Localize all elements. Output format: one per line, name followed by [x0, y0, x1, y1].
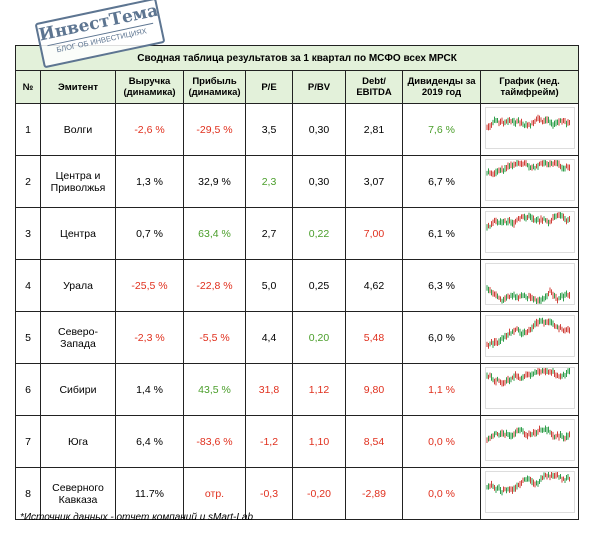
table-cell: 3,5	[245, 103, 293, 156]
table-cell: 0,20	[292, 311, 346, 364]
column-header: №	[15, 70, 41, 104]
price-chart-thumbnail	[484, 159, 575, 201]
table-cell: 6,4 %	[115, 415, 184, 468]
table-cell: 0,0 %	[402, 415, 481, 468]
table-cell: -2,89	[345, 467, 403, 520]
column-header: Прибыль (динамика)	[183, 70, 246, 104]
table-cell: -1,2	[245, 415, 293, 468]
table-row: 6 Сибири 1,4 % 43,5 % 31,8 1,12 9,80 1,1 %	[15, 363, 580, 416]
issuer-cell: Юга	[40, 415, 116, 468]
table-cell: 7,00	[345, 207, 403, 260]
price-chart-thumbnail	[484, 211, 575, 253]
table-row: 4 Урала -25,5 % -22,8 % 5,0 0,25 4,62 6,3 %	[15, 259, 580, 312]
table-cell: 6,7 %	[402, 155, 481, 208]
issuer-cell: Урала	[40, 259, 116, 312]
table-cell: 2,7	[245, 207, 293, 260]
issuer-cell: Волги	[40, 103, 116, 156]
table-cell: -5,5 %	[183, 311, 246, 364]
issuer-cell: Сибири	[40, 363, 116, 416]
chart-cell	[479, 155, 580, 208]
table-cell: 1,4 %	[115, 363, 184, 416]
table-cell: 0,22	[292, 207, 346, 260]
price-chart-thumbnail	[484, 315, 575, 357]
table-cell: 0,30	[292, 155, 346, 208]
column-header: P/BV	[292, 70, 346, 104]
table-row: 8 Северного Кавказа 11.7% отр. -0,3 -0,20 -2,8…	[15, 467, 580, 520]
table-cell: 6,1 %	[402, 207, 481, 260]
chart-cell	[479, 467, 580, 520]
table-cell: 3	[15, 207, 41, 260]
table-cell: 4	[15, 259, 41, 312]
table-cell: 6,0 %	[402, 311, 481, 364]
table-cell: 4,62	[345, 259, 403, 312]
table-cell: 5,48	[345, 311, 403, 364]
table-cell: -0,3	[245, 467, 293, 520]
table-cell: 7,6 %	[402, 103, 481, 156]
table-cell: 0,25	[292, 259, 346, 312]
table-cell: 2,81	[345, 103, 403, 156]
table-cell: -2,6 %	[115, 103, 184, 156]
issuer-cell: Центра	[40, 207, 116, 260]
column-header: Выручка (динамика)	[115, 70, 184, 104]
table-cell: -25,5 %	[115, 259, 184, 312]
table-cell: 1,10	[292, 415, 346, 468]
table-cell: 6	[15, 363, 41, 416]
results-table: Сводная таблица результатов за 1 квартал…	[14, 45, 580, 520]
table-cell: 1,12	[292, 363, 346, 416]
price-chart-thumbnail	[484, 107, 575, 149]
table-cell: 43,5 %	[183, 363, 246, 416]
table-cell: 0,0 %	[402, 467, 481, 520]
table-cell: -22,8 %	[183, 259, 246, 312]
table-cell: -2,3 %	[115, 311, 184, 364]
table-row: 5 Северо-Запада -2,3 % -5,5 % 4,4 0,20 5,48 6,0…	[15, 311, 580, 364]
table-cell: 8,54	[345, 415, 403, 468]
column-header: P/E	[245, 70, 293, 104]
issuer-cell: Центра и Приволжья	[40, 155, 116, 208]
table-row: 2 Центра и Приволжья 1,3 % 32,9 % 2,3 0,30 3,0…	[15, 155, 580, 208]
table-cell: 5	[15, 311, 41, 364]
chart-cell	[479, 363, 580, 416]
column-header: Debt/ EBITDA	[345, 70, 403, 104]
table-cell: 3,07	[345, 155, 403, 208]
table-row: 7 Юга 6,4 % -83,6 % -1,2 1,10 8,54 0,0 %	[15, 415, 580, 468]
table-cell: -29,5 %	[183, 103, 246, 156]
table-cell: 0,7 %	[115, 207, 184, 260]
column-header: Эмитент	[40, 70, 116, 104]
table-cell: -0,20	[292, 467, 346, 520]
issuer-cell: Северного Кавказа	[40, 467, 116, 520]
table-cell: 11.7%	[115, 467, 184, 520]
footnote: *Источник данных - отчет компаний и sMar…	[20, 512, 254, 523]
table-cell: 5,0	[245, 259, 293, 312]
column-header: График (нед. таймфрейм)	[479, 70, 580, 104]
column-header: Дивиденды за 2019 год	[402, 70, 481, 104]
table-cell: 4,4	[245, 311, 293, 364]
table-cell: 9,80	[345, 363, 403, 416]
table-cell: 63,4 %	[183, 207, 246, 260]
table-cell: 7	[15, 415, 41, 468]
price-chart-thumbnail	[484, 263, 575, 305]
price-chart-thumbnail	[484, 471, 575, 513]
table-cell: 1,3 %	[115, 155, 184, 208]
price-chart-thumbnail	[484, 367, 575, 409]
table-cell: 31,8	[245, 363, 293, 416]
chart-cell	[479, 415, 580, 468]
table-row: 3 Центра 0,7 % 63,4 % 2,7 0,22 7,00 6,1 %	[15, 207, 580, 260]
chart-cell	[479, 259, 580, 312]
table-cell: 8	[15, 467, 41, 520]
issuer-cell: Северо-Запада	[40, 311, 116, 364]
table-cell: -83,6 %	[183, 415, 246, 468]
table-cell: 1,1 %	[402, 363, 481, 416]
table-cell: 2,3	[245, 155, 293, 208]
chart-cell	[479, 207, 580, 260]
table-cell: 2	[15, 155, 41, 208]
table-cell: 6,3 %	[402, 259, 481, 312]
chart-cell	[479, 103, 580, 156]
table-cell: 32,9 %	[183, 155, 246, 208]
table-cell: 1	[15, 103, 41, 156]
table-cell: 0,30	[292, 103, 346, 156]
table-row: 1 Волги -2,6 % -29,5 % 3,5 0,30 2,81 7,6 %	[15, 103, 580, 156]
price-chart-thumbnail	[484, 419, 575, 461]
chart-cell	[479, 311, 580, 364]
